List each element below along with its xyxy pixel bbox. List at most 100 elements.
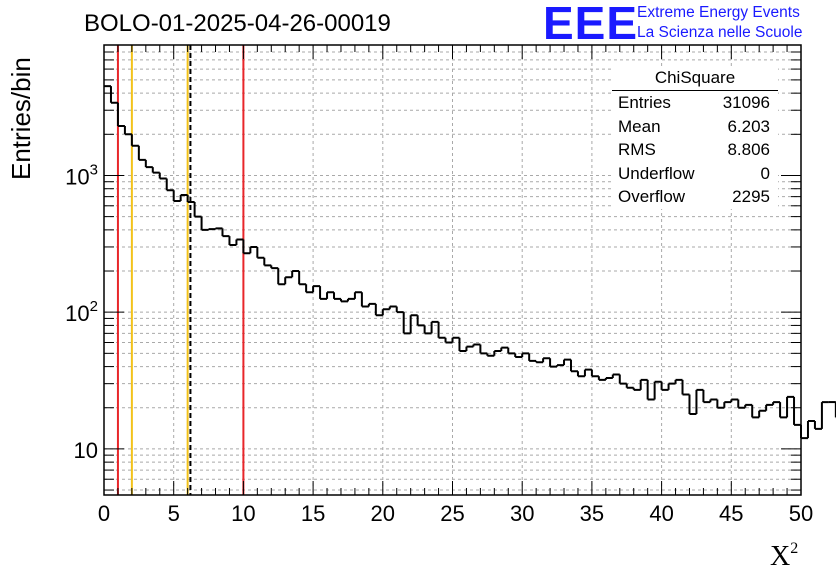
x-axis-label-base: X (770, 541, 790, 572)
histogram-bin (662, 382, 669, 390)
histogram-bin (299, 271, 306, 284)
histogram-bin (334, 292, 341, 299)
histogram-bin (515, 353, 522, 357)
histogram-bin (404, 312, 411, 333)
y-tick-label-exponent: 2 (90, 298, 98, 315)
x-tick-label: 25 (440, 501, 464, 526)
x-tick-label: 35 (580, 501, 604, 526)
histogram-bin (418, 315, 425, 325)
y-tick-label: 102 (65, 298, 98, 326)
stats-value: 31096 (723, 91, 770, 115)
histogram-bin (585, 370, 592, 377)
stats-label: RMS (618, 138, 656, 162)
histogram-bin (264, 258, 271, 266)
x-tick-label: 30 (510, 501, 534, 526)
plot-title: BOLO-01-2025-04-26-00019 (84, 10, 391, 38)
y-tick-label-base: 10 (65, 301, 89, 326)
histogram-bin (808, 421, 815, 438)
histogram-bin (522, 353, 529, 357)
histogram-bin (773, 402, 780, 405)
y-tick-label-exponent: 3 (90, 161, 98, 178)
x-tick-label: 10 (231, 501, 255, 526)
histogram-bin (139, 146, 146, 160)
histogram-bin (369, 304, 376, 307)
stats-title: ChiSquare (612, 66, 778, 91)
histogram-bin (362, 292, 369, 306)
x-tick-label: 40 (649, 501, 673, 526)
histogram-bin (606, 378, 613, 380)
histogram-bin (313, 286, 320, 292)
histogram-bin (473, 345, 480, 347)
histogram-bin (432, 322, 439, 334)
eee-logo: EEE (543, 0, 638, 46)
histogram-bin (174, 190, 181, 201)
histogram-bin (815, 421, 822, 429)
histogram-bin (696, 390, 703, 414)
histogram-bin (327, 292, 334, 299)
histogram-bin (787, 397, 794, 417)
histogram-bin (306, 284, 313, 292)
histogram-bin (390, 307, 397, 310)
histogram-bin (752, 405, 759, 418)
histogram-bin (181, 195, 188, 201)
histogram-bin (118, 103, 125, 126)
histogram-bin (689, 394, 696, 414)
y-tick-label-base: 10 (74, 438, 98, 463)
histogram-bin (592, 370, 599, 377)
histogram-bin (543, 358, 550, 362)
stats-row-underflow: Underflow 0 (612, 162, 778, 186)
y-tick-label-base: 10 (65, 164, 89, 189)
logo-subtitle-line2: La Scienza nelle Scuole (637, 24, 802, 42)
histogram-bin (285, 277, 292, 284)
histogram-bin (676, 380, 683, 384)
histogram-bin (397, 307, 404, 313)
histogram-bin (822, 402, 829, 429)
x-tick-label: 20 (371, 501, 395, 526)
histogram-bin (578, 371, 585, 376)
x-tick-label: 0 (98, 501, 110, 526)
histogram-bin (550, 358, 557, 366)
histogram-bin (620, 375, 627, 384)
histogram-bin (480, 345, 487, 354)
histogram-bin (257, 247, 264, 258)
histogram-bin (341, 299, 348, 301)
stats-label: Underflow (618, 162, 695, 186)
histogram-bin (780, 402, 787, 417)
histogram-bin (710, 399, 717, 402)
histogram-bin (243, 240, 250, 254)
histogram-bin (153, 167, 160, 172)
histogram-bin (634, 388, 641, 390)
histogram-bin (453, 338, 460, 343)
histogram-bin (501, 348, 508, 351)
histogram-bin (439, 322, 446, 338)
histogram-bin (209, 229, 216, 230)
stats-value: 0 (761, 162, 770, 186)
logo-subtitle-line1: Extreme Energy Events (637, 4, 800, 22)
histogram-bin (446, 338, 453, 343)
histogram-bin (801, 425, 808, 438)
histogram-bin (641, 380, 648, 390)
histogram-bin (724, 402, 731, 408)
histogram-bin (146, 160, 153, 167)
histogram-bin (683, 380, 690, 395)
histogram-bin (731, 399, 738, 402)
histogram-bin (132, 134, 139, 145)
histogram-bin (229, 236, 236, 245)
histogram-bin (271, 265, 278, 268)
histogram-bin (703, 390, 710, 402)
stats-value: 6.203 (727, 115, 770, 139)
x-tick-label: 15 (301, 501, 325, 526)
histogram-bin (794, 397, 801, 425)
histogram-bin (292, 271, 299, 277)
histogram-bin (529, 353, 536, 361)
y-tick-label: 10 (74, 438, 98, 463)
histogram-bin (669, 384, 676, 390)
histogram-bin (459, 338, 466, 351)
histogram-bin (355, 292, 362, 299)
x-tick-label: 45 (719, 501, 743, 526)
